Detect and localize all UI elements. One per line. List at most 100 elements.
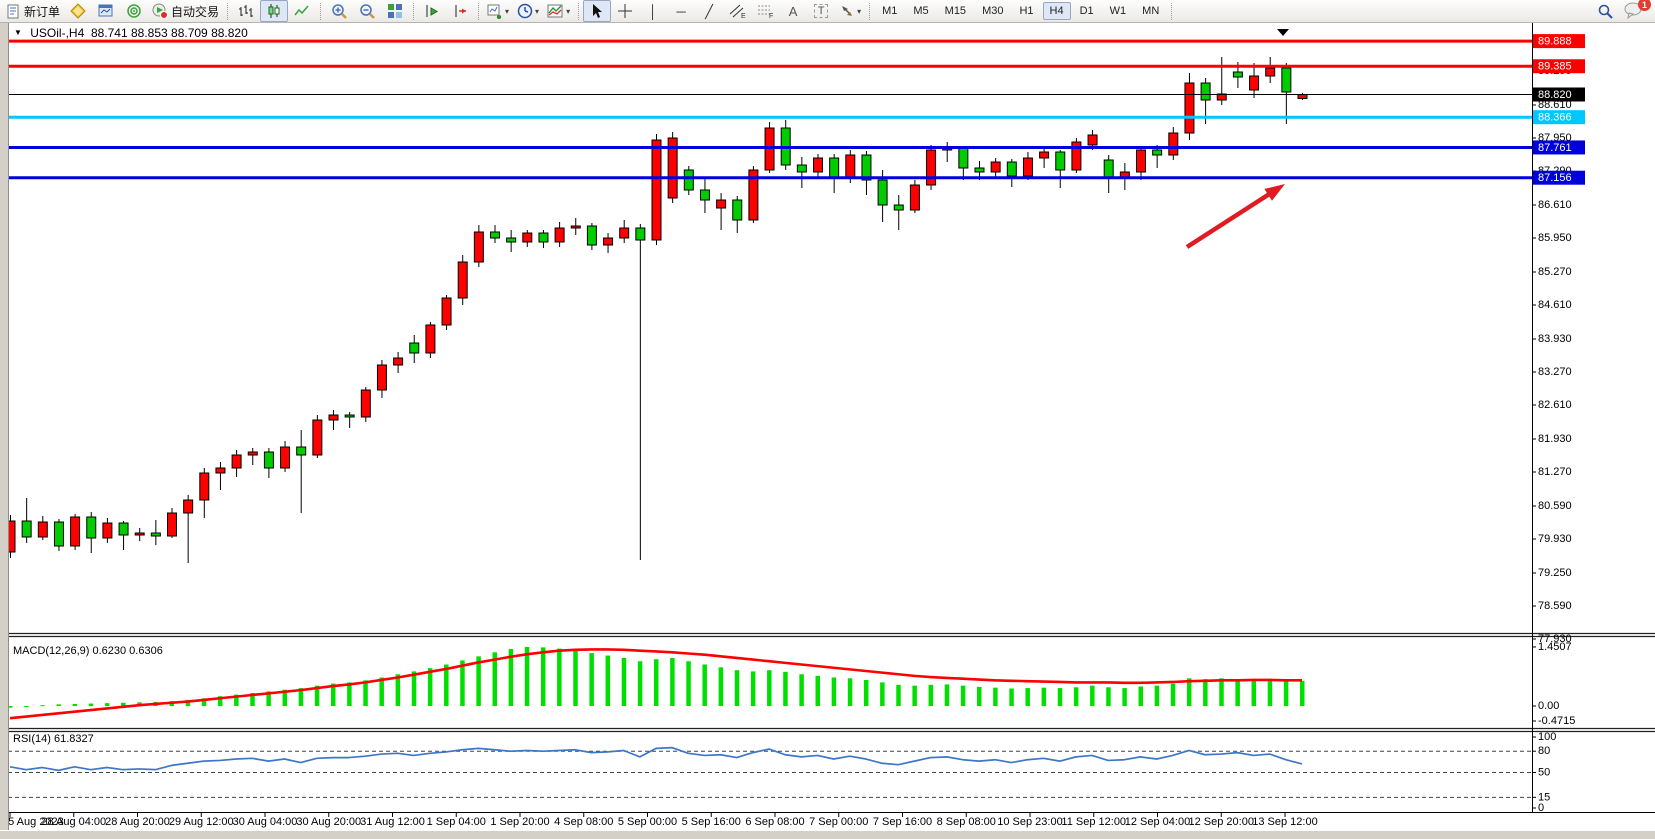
indicators-button[interactable]: ▾ (543, 0, 574, 22)
auto-trading-button[interactable]: 自动交易 (148, 0, 223, 22)
svg-text:83.930: 83.930 (1538, 333, 1572, 345)
text-label-button[interactable]: T (807, 0, 835, 22)
svg-text:7 Sep 00:00: 7 Sep 00:00 (809, 816, 868, 828)
status-bar (0, 830, 1655, 839)
toolbar-separator (227, 2, 229, 20)
zoom-in-icon (331, 3, 347, 19)
chevron-down-icon: ▾ (535, 6, 540, 16)
channel-letter: E (741, 13, 746, 19)
line-chart-button[interactable] (288, 0, 316, 22)
timeframe-button-H1[interactable]: H1 (1019, 5, 1034, 17)
auto-scroll-icon (426, 5, 439, 17)
bar-chart-button[interactable] (232, 0, 260, 22)
vertical-line-button[interactable]: │ (639, 0, 667, 22)
svg-text:30 Aug 20:00: 30 Aug 20:00 (296, 816, 361, 828)
channel-button[interactable]: E (723, 0, 751, 22)
new-order-button[interactable]: 新订单 (2, 0, 64, 22)
timeframe-button-M30[interactable]: M30 (982, 5, 1004, 17)
svg-text:79.930: 79.930 (1538, 533, 1572, 545)
text-button[interactable]: A (779, 0, 807, 22)
timeframe-button-M1[interactable]: M1 (882, 5, 898, 17)
svg-text:6 Sep 08:00: 6 Sep 08:00 (745, 816, 804, 828)
new-order-label: 新订单 (24, 4, 61, 19)
timeframe-button-W1[interactable]: W1 (1109, 5, 1127, 17)
market-watch-button[interactable] (64, 0, 92, 22)
svg-text:84.610: 84.610 (1538, 299, 1572, 311)
cursor-icon (593, 4, 603, 18)
chart-symbol-label: USOil-,H4 (30, 26, 85, 40)
new-chart-button[interactable]: ▾ (483, 0, 513, 22)
notifications-button[interactable]: 1 (1619, 0, 1653, 22)
arrows-button[interactable]: ▾ (835, 0, 865, 22)
chart-shift-button[interactable] (446, 0, 474, 22)
crosshair-icon (618, 4, 633, 18)
zoom-in-button[interactable] (325, 0, 353, 22)
timeframe-button-H4[interactable]: H4 (1042, 2, 1071, 20)
timeframe-toolbar: M1 M5 M15 M30 H1 H4 D1 W1 MN (874, 2, 1167, 20)
timeframe-button-MN[interactable]: MN (1142, 5, 1160, 17)
line-chart-icon (294, 5, 309, 16)
svg-text:25 Aug 2023: 25 Aug 2023 (2, 816, 64, 828)
candlestick-chart-button[interactable] (260, 0, 289, 22)
timeframe-button-D1[interactable]: D1 (1079, 5, 1094, 17)
data-window-button[interactable] (92, 0, 120, 22)
fibonacci-button[interactable]: F (751, 0, 779, 22)
text-icon: A (788, 3, 798, 19)
fibonacci-icon: F (757, 5, 773, 19)
window-left-border (0, 23, 9, 830)
vertical-line-icon: │ (649, 3, 658, 19)
cursor-button[interactable] (583, 0, 612, 22)
candlestick-chart-icon (268, 4, 280, 18)
svg-text:88.610: 88.610 (1538, 99, 1572, 111)
collapse-triangle-icon[interactable]: ▼ (14, 28, 22, 37)
chevron-down-icon: ▾ (566, 6, 571, 16)
timeframe-button-M5[interactable]: M5 (913, 5, 929, 17)
trendline-button[interactable]: ╱ (695, 0, 723, 22)
crosshair-button[interactable] (611, 0, 639, 22)
svg-text:88.366: 88.366 (1538, 112, 1572, 124)
search-button[interactable] (1591, 0, 1619, 22)
auto-scroll-button[interactable] (418, 0, 446, 22)
svg-text:7 Sep 16:00: 7 Sep 16:00 (873, 816, 932, 828)
svg-text:85.950: 85.950 (1538, 232, 1572, 244)
chevron-down-icon: ▾ (857, 6, 862, 16)
notification-badge: 1 (1638, 0, 1651, 11)
chevron-down-icon: ▾ (505, 6, 510, 16)
chat-bubble-icon (1624, 2, 1642, 20)
toolbar-separator (578, 2, 580, 20)
equidistant-channel-icon: E (729, 4, 746, 19)
toolbar-separator (413, 2, 415, 20)
data-window-icon (98, 4, 113, 17)
svg-text:100: 100 (1538, 731, 1556, 743)
timeframe-button-M15[interactable]: M15 (944, 5, 967, 17)
svg-text:1 Sep 04:00: 1 Sep 04:00 (427, 816, 486, 828)
horizontal-line-button[interactable]: ─ (667, 0, 695, 22)
new-chart-icon (487, 4, 502, 19)
svg-text:29 Aug 12:00: 29 Aug 12:00 (169, 816, 234, 828)
fibo-letter: F (769, 13, 773, 19)
toolbar-separator (869, 2, 871, 20)
svg-text:82.610: 82.610 (1538, 399, 1572, 411)
zoom-out-button[interactable] (353, 0, 381, 22)
chart-shift-icon (455, 5, 467, 17)
svg-text:77.930: 77.930 (1538, 633, 1572, 645)
svg-text:0: 0 (1538, 802, 1544, 814)
svg-text:13 Sep 12:00: 13 Sep 12:00 (1252, 816, 1317, 828)
macd-indicator-label: MACD(12,26,9) 0.6230 0.6306 (13, 645, 163, 657)
svg-text:0.00: 0.00 (1538, 700, 1559, 712)
svg-text:31 Aug 12:00: 31 Aug 12:00 (360, 816, 425, 828)
profiles-button[interactable]: ▾ (513, 0, 543, 22)
navigator-button[interactable] (120, 0, 148, 22)
rsi-indicator-label: RSI(14) 61.8327 (13, 733, 94, 745)
market-watch-icon (70, 3, 86, 19)
auto-trading-icon (152, 3, 169, 19)
navigator-icon (127, 4, 141, 18)
svg-text:83.270: 83.270 (1538, 366, 1572, 378)
tile-windows-button[interactable] (381, 0, 409, 22)
svg-text:89.888: 89.888 (1538, 36, 1572, 48)
svg-text:1 Sep 20:00: 1 Sep 20:00 (490, 816, 549, 828)
svg-text:10 Sep 23:00: 10 Sep 23:00 (997, 816, 1062, 828)
svg-text:5 Sep 00:00: 5 Sep 00:00 (618, 816, 677, 828)
auto-trading-label: 自动交易 (171, 4, 220, 19)
